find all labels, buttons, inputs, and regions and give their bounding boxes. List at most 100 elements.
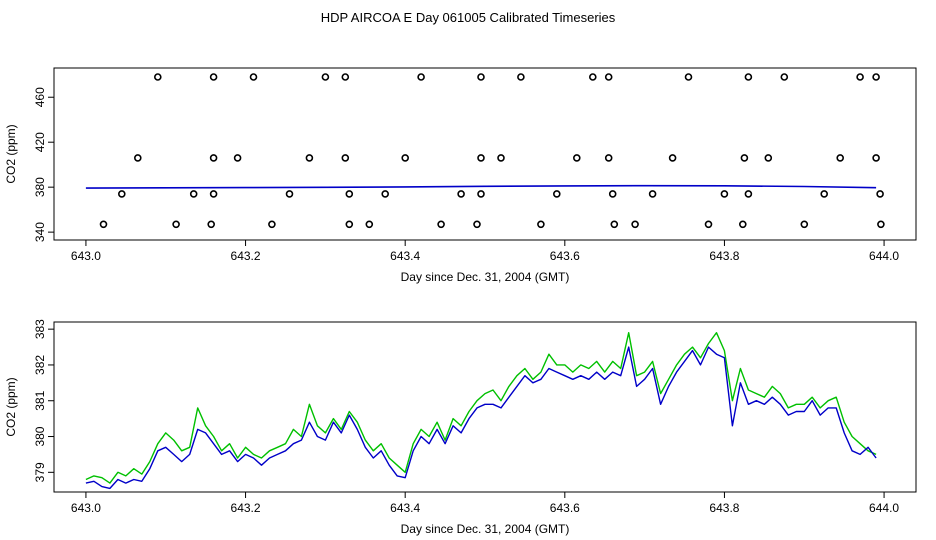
y-tick-label: 381 [33, 390, 47, 410]
data-point [572, 154, 581, 162]
data-point [345, 220, 354, 229]
data-point [189, 190, 198, 198]
data-point [207, 220, 215, 229]
green-series-line [85, 332, 877, 484]
data-point [744, 190, 753, 198]
data-point [457, 190, 465, 198]
data-point [305, 154, 314, 162]
scatter-panel: 643.0 643.2 643.4 643.6 643.8 644.0 340 380 420… [4, 67, 917, 284]
data-point [604, 154, 613, 162]
data-point [417, 73, 425, 81]
y-tick-label: 380 [33, 177, 47, 197]
data-point [588, 73, 597, 81]
data-point [401, 154, 410, 162]
data-point [473, 220, 481, 229]
data-point [738, 220, 747, 229]
line-panel: 643.0 643.2 643.4 643.6 643.8 644.0 379 380 381… [4, 319, 917, 536]
data-point [345, 190, 354, 198]
data-point [477, 190, 485, 198]
data-point [648, 190, 657, 198]
data-point [285, 190, 294, 198]
x-tick-label: 644.0 [869, 249, 899, 263]
data-point [268, 220, 276, 229]
scatter-plot-frame [53, 67, 917, 241]
x-tick-label: 643.6 [550, 249, 580, 263]
line-x-axis: 643.0 643.2 643.4 643.6 643.8 644.0 [71, 492, 899, 515]
x-tick-label: 643.8 [709, 249, 739, 263]
data-point [209, 190, 218, 198]
data-point [477, 154, 485, 162]
data-point [604, 73, 613, 81]
line-y-axis: 379 380 381 382 383 [33, 319, 54, 482]
data-point [800, 220, 809, 229]
x-tick-label: 643.6 [550, 501, 580, 515]
x-tick-label: 644.0 [869, 501, 899, 515]
x-tick-label: 643.4 [390, 249, 420, 263]
data-point [381, 190, 390, 198]
x-tick-label: 643.2 [231, 501, 261, 515]
data-point [836, 154, 845, 162]
data-point [820, 190, 829, 198]
y-tick-label: 460 [33, 87, 47, 107]
data-point [764, 154, 773, 162]
data-point [341, 154, 350, 162]
data-point [631, 220, 639, 229]
data-point [877, 220, 885, 229]
scatter-y-axis-label: CO2 (ppm) [4, 124, 18, 183]
scatter-x-axis: 643.0 643.2 643.4 643.6 643.8 644.0 [71, 240, 899, 263]
line-series [85, 332, 877, 490]
y-tick-label: 383 [33, 319, 47, 339]
data-point [704, 220, 713, 229]
scatter-trend-line [85, 184, 877, 189]
data-point [134, 154, 142, 162]
data-point [537, 220, 545, 229]
data-point [341, 73, 350, 81]
scatter-y-axis: 340 380 420 460 [33, 87, 54, 242]
data-point [552, 190, 561, 198]
data-point [209, 154, 218, 162]
data-point [720, 190, 729, 198]
chart-title: HDP AIRCOA E Day 061005 Calibrated Times… [321, 10, 616, 25]
data-point [209, 73, 218, 81]
x-tick-label: 643.4 [390, 501, 420, 515]
data-point [497, 154, 505, 162]
scatter-x-axis-label: Day since Dec. 31, 2004 (GMT) [401, 270, 570, 284]
y-tick-label: 420 [33, 132, 47, 152]
data-point [668, 154, 677, 162]
y-tick-label: 382 [33, 355, 47, 375]
line-y-axis-label: CO2 (ppm) [4, 377, 18, 436]
data-point [321, 73, 330, 81]
data-point [233, 154, 242, 162]
data-point [856, 73, 864, 81]
x-tick-label: 643.0 [71, 249, 101, 263]
y-tick-label: 340 [33, 222, 47, 242]
data-point [744, 73, 753, 81]
x-tick-label: 643.0 [71, 501, 101, 515]
scatter-points [99, 73, 885, 229]
line-x-axis-label: Day since Dec. 31, 2004 (GMT) [401, 522, 570, 536]
data-point [172, 220, 180, 229]
data-point [684, 73, 693, 81]
y-tick-label: 380 [33, 426, 47, 446]
data-point [477, 73, 485, 81]
data-point [608, 190, 617, 198]
data-point [876, 190, 884, 198]
data-point [118, 190, 126, 198]
data-point [365, 220, 374, 229]
x-tick-label: 643.8 [709, 501, 739, 515]
y-tick-label: 379 [33, 462, 47, 482]
x-tick-label: 643.2 [231, 249, 261, 263]
trend-line [85, 184, 877, 189]
line-plot-frame [53, 321, 917, 493]
data-point [99, 220, 108, 229]
data-point [517, 73, 525, 81]
data-point [249, 73, 258, 81]
data-point [154, 73, 162, 81]
data-point [610, 220, 619, 229]
data-point [872, 154, 880, 162]
data-point [872, 73, 880, 81]
data-point [437, 220, 445, 229]
data-point [740, 154, 749, 162]
blue-series-line [85, 346, 877, 490]
